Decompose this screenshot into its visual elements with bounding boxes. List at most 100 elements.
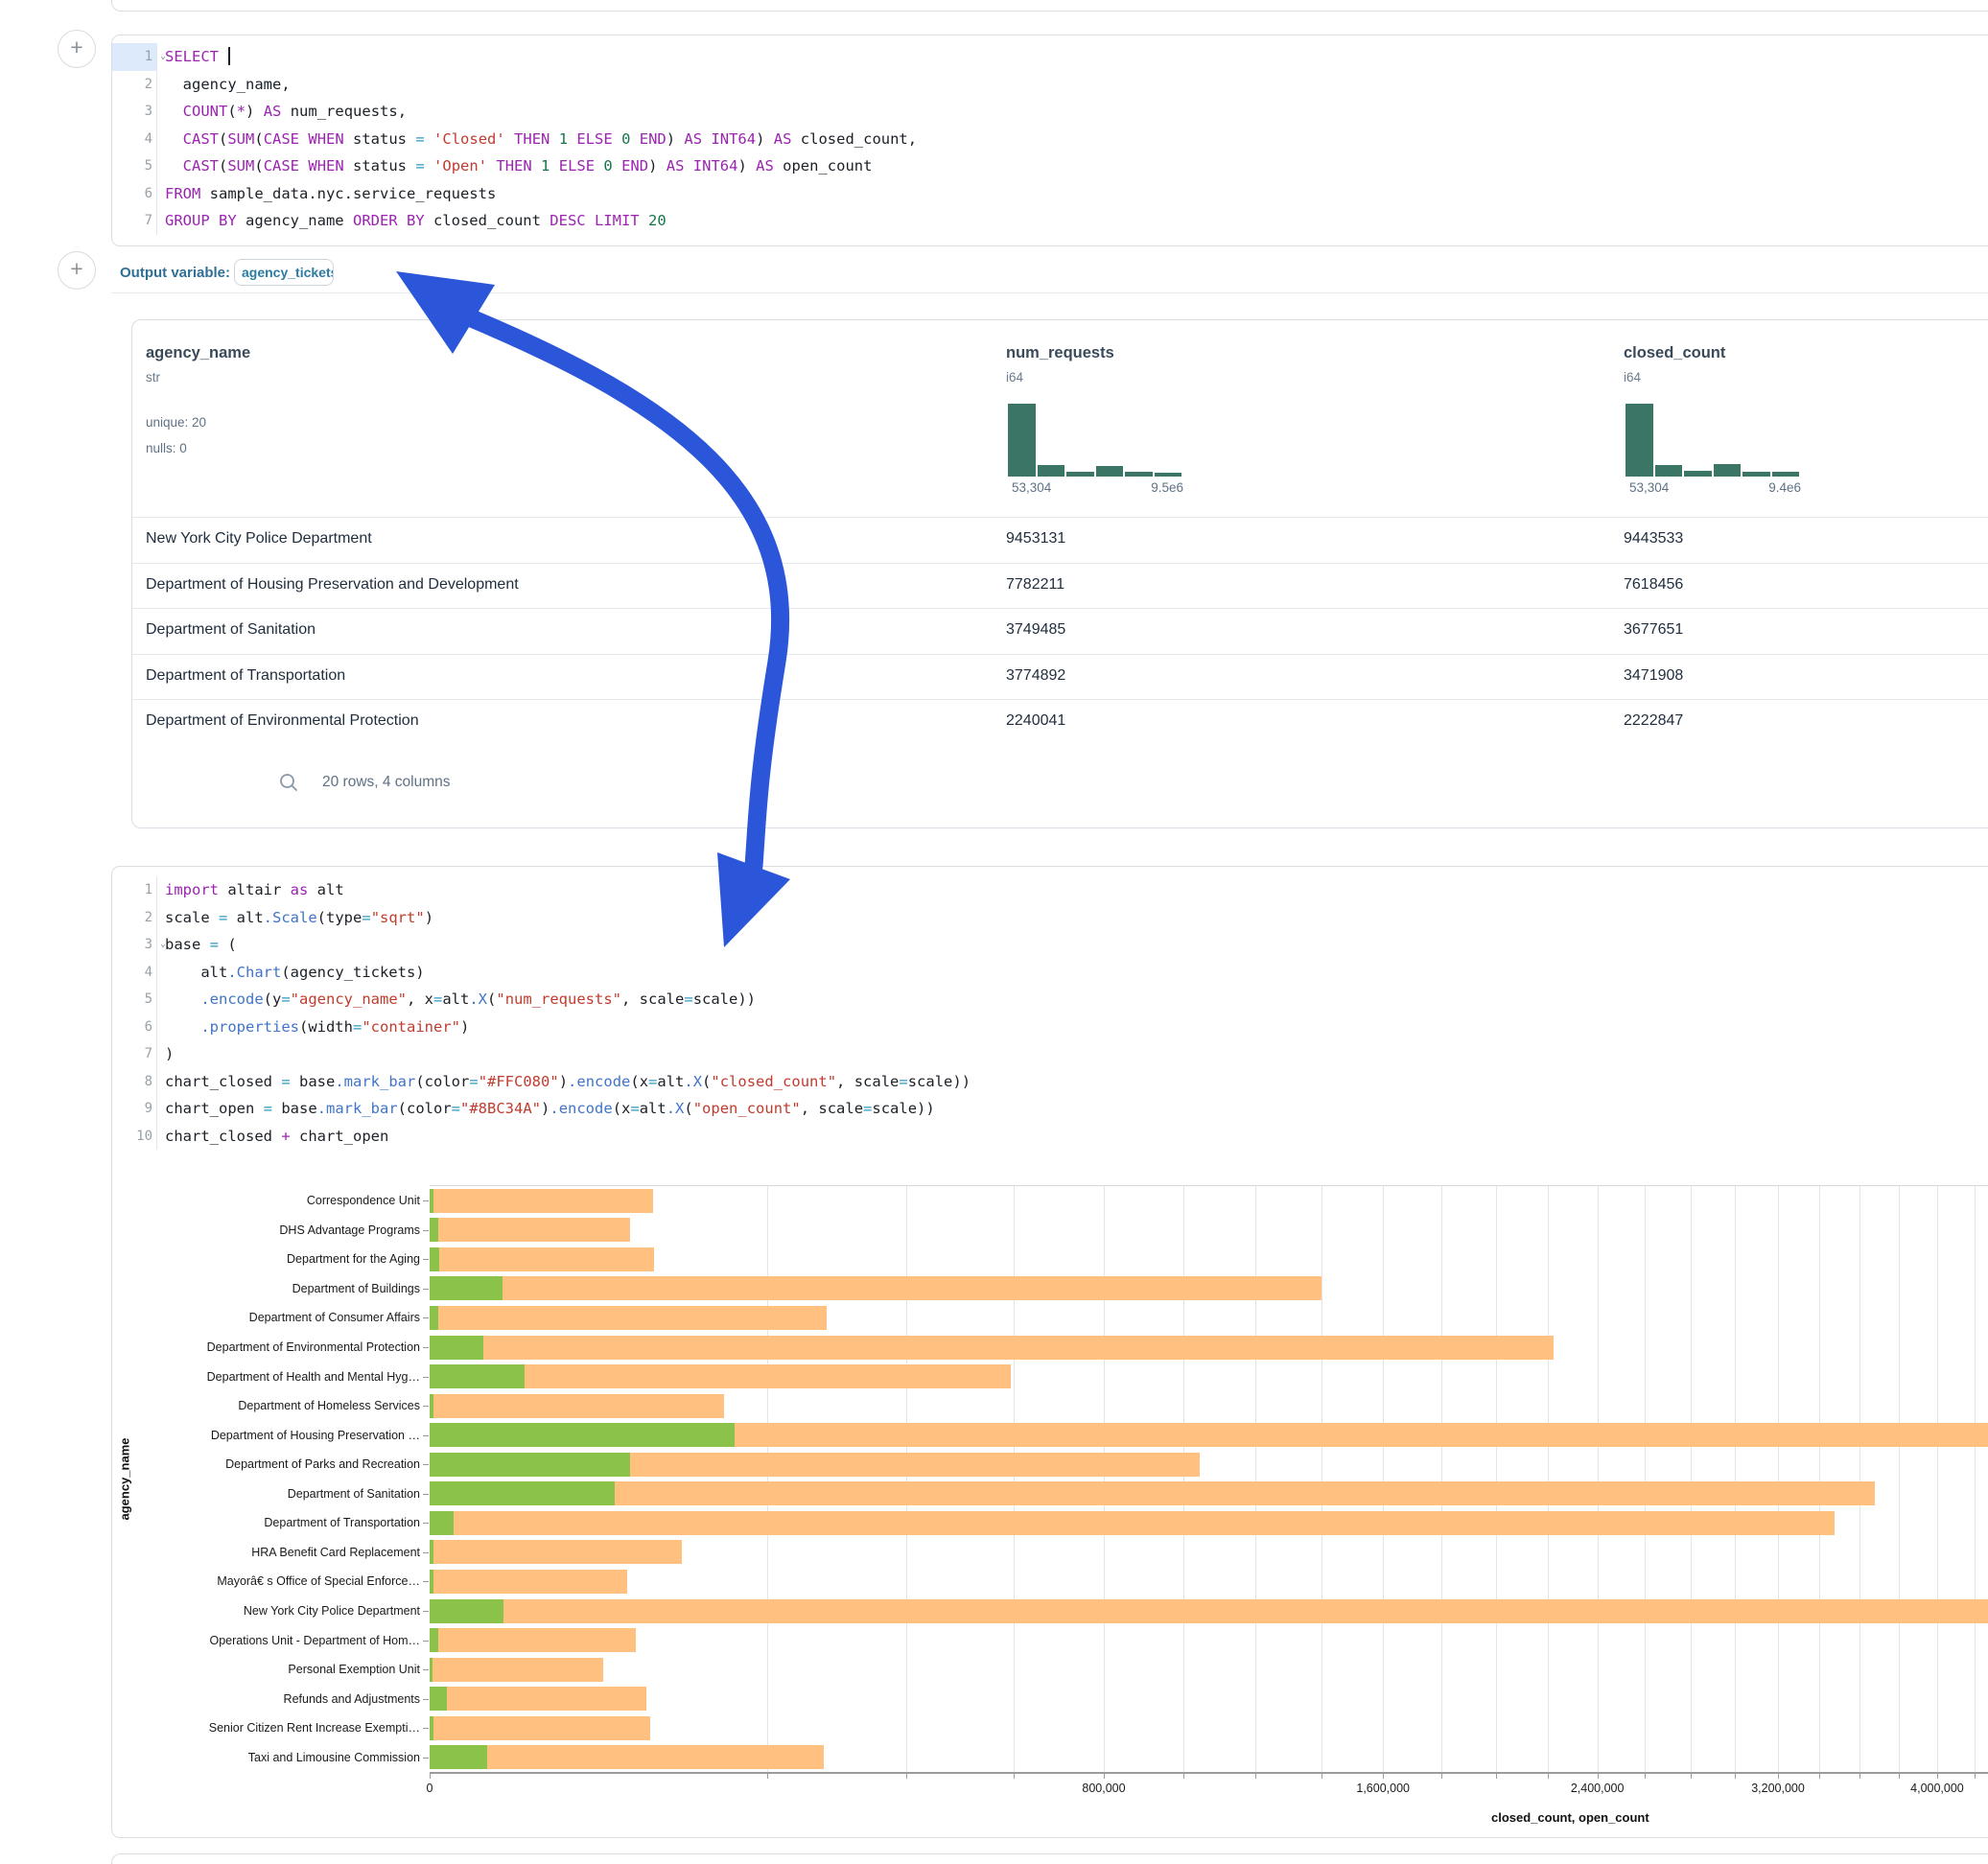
table-row: Department of Transportation377489234719… bbox=[132, 654, 1988, 701]
y-axis-tick bbox=[423, 1581, 429, 1582]
line-number: 7 bbox=[112, 207, 157, 235]
line-number: 5 bbox=[112, 986, 157, 1014]
code-line[interactable]: 1import altair as alt bbox=[112, 876, 1988, 904]
code-text: ) bbox=[157, 1040, 174, 1068]
table-cell: 3749485 bbox=[1006, 621, 1065, 639]
code-line[interactable]: 3⌄base = ( bbox=[112, 931, 1988, 959]
section-divider bbox=[111, 292, 1988, 293]
code-line[interactable]: 6FROM sample_data.nyc.service_requests bbox=[112, 180, 1988, 208]
histogram-bar bbox=[1096, 466, 1124, 477]
code-line[interactable]: 4 alt.Chart(agency_tickets) bbox=[112, 959, 1988, 987]
y-axis-label: Department of Sanitation bbox=[132, 1487, 420, 1501]
gridline bbox=[1255, 1186, 1256, 1772]
line-number: 6 bbox=[112, 1014, 157, 1041]
code-line[interactable]: 9chart_open = base.mark_bar(color="#8BC3… bbox=[112, 1095, 1988, 1123]
closed-bar bbox=[430, 1599, 1988, 1623]
fold-chevron-icon[interactable]: ⌄ bbox=[157, 931, 169, 959]
closed-bar bbox=[430, 1511, 1835, 1535]
code-line[interactable]: 10chart_closed + chart_open bbox=[112, 1123, 1988, 1151]
x-axis-tick bbox=[906, 1774, 907, 1779]
column-type: str bbox=[146, 370, 453, 384]
line-number: 4 bbox=[112, 126, 157, 153]
output-variable-label: Output variable: bbox=[120, 265, 230, 281]
open-bar bbox=[430, 1481, 615, 1505]
y-axis-tick bbox=[423, 1758, 429, 1759]
closed-bar bbox=[430, 1189, 653, 1213]
y-axis-label: Department of Homeless Services bbox=[132, 1399, 420, 1412]
gridline bbox=[1383, 1186, 1384, 1772]
y-axis-tick bbox=[423, 1200, 429, 1201]
table-row: Department of Sanitation37494853677651 bbox=[132, 608, 1988, 655]
code-text: chart_open = base.mark_bar(color="#8BC34… bbox=[157, 1095, 935, 1123]
code-line[interactable]: 5 CAST(SUM(CASE WHEN status = 'Open' THE… bbox=[112, 152, 1988, 180]
code-line[interactable]: 4 CAST(SUM(CASE WHEN status = 'Closed' T… bbox=[112, 126, 1988, 153]
column-header-agency_name[interactable]: agency_namestrunique: 20nulls: 0 bbox=[146, 320, 453, 517]
plot-top-border bbox=[430, 1185, 1988, 1186]
y-axis-tick bbox=[423, 1494, 429, 1495]
code-line[interactable]: 3 COUNT(*) AS num_requests, bbox=[112, 98, 1988, 126]
y-axis-label: Department of Health and Mental Hyg… bbox=[132, 1370, 420, 1384]
histogram-bar bbox=[1155, 473, 1182, 477]
histogram-bar bbox=[1772, 472, 1800, 477]
x-axis-tick bbox=[1778, 1774, 1779, 1779]
histogram-bar bbox=[1066, 472, 1094, 477]
y-axis-label: Operations Unit - Department of Hom… bbox=[132, 1634, 420, 1647]
table-cell: 3677651 bbox=[1624, 621, 1683, 639]
open-bar bbox=[430, 1687, 447, 1711]
search-icon[interactable] bbox=[278, 772, 299, 793]
closed-bar bbox=[430, 1570, 627, 1594]
y-axis-tick bbox=[423, 1464, 429, 1465]
column-header-closed_count[interactable]: closed_counti6453,3049.4e6 bbox=[1624, 320, 1930, 517]
closed-bar bbox=[430, 1481, 1875, 1505]
x-axis-tick bbox=[1645, 1774, 1646, 1779]
line-number: 1 bbox=[112, 876, 157, 904]
code-line[interactable]: 1⌄SELECT bbox=[112, 43, 1988, 71]
sql-code-editor[interactable]: 1⌄SELECT 2 agency_name,3 COUNT(*) AS num… bbox=[112, 35, 1988, 235]
code-line[interactable]: 7GROUP BY agency_name ORDER BY closed_co… bbox=[112, 207, 1988, 235]
histogram-bar bbox=[1714, 464, 1742, 477]
x-axis-tick-label: 4,000,000 bbox=[1910, 1782, 1964, 1795]
column-name: agency_name bbox=[146, 344, 453, 362]
x-axis-tick bbox=[1735, 1774, 1736, 1779]
code-line[interactable]: 5 .encode(y="agency_name", x=alt.X("num_… bbox=[112, 986, 1988, 1014]
row-count-label: 20 rows, 4 columns bbox=[322, 774, 451, 791]
x-axis-tick bbox=[1383, 1774, 1384, 1779]
gridline bbox=[1014, 1186, 1015, 1772]
y-axis-label: DHS Advantage Programs bbox=[132, 1223, 420, 1237]
x-axis-title: closed_count, open_count bbox=[1491, 1810, 1649, 1825]
y-axis-label: Department of Housing Preservation … bbox=[132, 1429, 420, 1442]
code-line[interactable]: 2scale = alt.Scale(type="sqrt") bbox=[112, 904, 1988, 932]
dataframe-table: agency_namestrunique: 20nulls: 0num_requ… bbox=[131, 319, 1988, 828]
table-cell: 7782211 bbox=[1006, 576, 1064, 594]
line-number: 3⌄ bbox=[112, 931, 157, 959]
line-number: 9 bbox=[112, 1095, 157, 1123]
table-cell: Department of Housing Preservation and D… bbox=[146, 576, 519, 594]
add-cell-button-middle[interactable]: + bbox=[58, 251, 96, 290]
gridline bbox=[1183, 1186, 1184, 1772]
output-variable-chip[interactable]: agency_tickets bbox=[234, 259, 334, 286]
code-line[interactable]: 8chart_closed = base.mark_bar(color="#FF… bbox=[112, 1068, 1988, 1096]
sql-cell[interactable]: 1⌄SELECT 2 agency_name,3 COUNT(*) AS num… bbox=[111, 35, 1988, 246]
table-cell: 2240041 bbox=[1006, 712, 1065, 730]
y-axis-label: Department of Transportation bbox=[132, 1516, 420, 1529]
code-line[interactable]: 6 .properties(width="container") bbox=[112, 1014, 1988, 1041]
code-text: COUNT(*) AS num_requests, bbox=[157, 98, 407, 126]
line-number: 2 bbox=[112, 904, 157, 932]
gridline bbox=[1778, 1186, 1779, 1772]
python-code-editor[interactable]: 1import altair as alt2scale = alt.Scale(… bbox=[112, 867, 1988, 1150]
open-bar bbox=[430, 1658, 433, 1682]
histogram-bar bbox=[1038, 465, 1065, 477]
table-cell: 9443533 bbox=[1624, 530, 1683, 548]
line-number: 2 bbox=[112, 71, 157, 99]
code-line[interactable]: 2 agency_name, bbox=[112, 71, 1988, 99]
add-cell-button-top[interactable]: + bbox=[58, 30, 96, 68]
line-number: 4 bbox=[112, 959, 157, 987]
y-axis-tick bbox=[423, 1406, 429, 1407]
closed-bar bbox=[430, 1247, 654, 1271]
fold-chevron-icon[interactable]: ⌄ bbox=[157, 43, 169, 71]
column-header-num_requests[interactable]: num_requestsi6453,3049.5e6 bbox=[1006, 320, 1313, 517]
column-name: num_requests bbox=[1006, 344, 1313, 362]
open-bar bbox=[430, 1540, 433, 1564]
open-bar bbox=[430, 1570, 433, 1594]
code-line[interactable]: 7) bbox=[112, 1040, 1988, 1068]
